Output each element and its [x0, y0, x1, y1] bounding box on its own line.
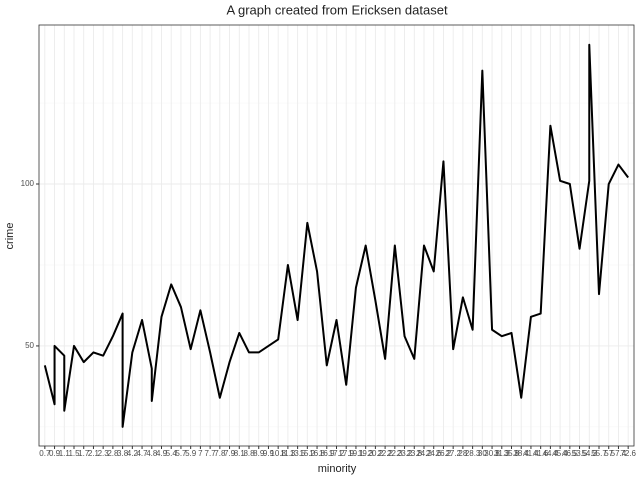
x-tick-label: 8.8 [243, 449, 255, 458]
x-tick-label: 4.2 [127, 449, 139, 458]
x-tick-label: 24.2 [416, 449, 432, 458]
x-tick-label: 1.7 [78, 449, 90, 458]
x-tick-label: 11.3 [280, 449, 296, 458]
x-tick-label: 8.1 [234, 449, 246, 458]
x-tick-label: 55.7 [591, 449, 607, 458]
x-tick-label: 35.8 [504, 449, 520, 458]
x-tick-label: 41.6 [533, 449, 549, 458]
x-tick-label: 41.4 [523, 449, 539, 458]
grid [39, 25, 634, 446]
x-tick-label: 23.2 [397, 449, 413, 458]
x-tick-label: 5.4 [166, 449, 178, 458]
x-tick-label: 3.8 [117, 449, 129, 458]
x-tick-label: 7.7 [205, 449, 217, 458]
plot-marks [43, 43, 629, 428]
x-tick-label: 46.5 [562, 449, 578, 458]
x-tick-label: 23.8 [406, 449, 422, 458]
x-tick-label: 22.3 [387, 449, 403, 458]
x-tick-label: 1.1 [59, 449, 71, 458]
x-tick-label: 7.8 [214, 449, 226, 458]
x-tick-label: 10.8 [270, 449, 286, 458]
x-tick-label: 19.1 [348, 449, 364, 458]
x-tick-label: 4.7 [136, 449, 148, 458]
x-tick-label: 13.5 [290, 449, 306, 458]
x-tick-label: 1.5 [68, 449, 80, 458]
x-axis-title: minority [318, 463, 357, 475]
x-tick-label: 15.2 [300, 449, 316, 458]
x-tick-label: 9.9 [263, 449, 275, 458]
x-tick-label: 26.2 [436, 449, 452, 458]
x-tick-label: 28.3 [465, 449, 481, 458]
x-tick-label: 45.4 [552, 449, 568, 458]
x-tick-label: 27.2 [445, 449, 461, 458]
x-tick-label: 5.7 [175, 449, 187, 458]
x-tick-label: 22.2 [377, 449, 393, 458]
x-tick-label: 17.2 [329, 449, 345, 458]
line [43, 43, 629, 428]
x-tick-label: 30 [478, 449, 487, 458]
x-tick-label: 16.8 [309, 449, 325, 458]
x-tick-label: 0.7 [39, 449, 51, 458]
x-tick-label: 20.2 [368, 449, 384, 458]
x-tick-label: 30.8 [484, 449, 500, 458]
x-tick-label: 2.1 [88, 449, 100, 458]
x-tick-label: 7.9 [224, 449, 236, 458]
x-tick-label: 31.3 [494, 449, 510, 458]
x-tick-label: 38.4 [513, 449, 529, 458]
x-tick-label: 4.9 [156, 449, 168, 458]
x-tick-label: 19.3 [358, 449, 374, 458]
x-tick-label: 0.9 [49, 449, 61, 458]
x-tick-label: 5.9 [185, 449, 197, 458]
chart-title: A graph created from Ericksen dataset [226, 2, 448, 17]
y-tick-label: 50 [25, 341, 34, 350]
x-tick-label: 4.8 [146, 449, 158, 458]
x-tick-label: 8.9 [253, 449, 265, 458]
x-tick-label: 72.6 [620, 449, 636, 458]
x-tick-label: 7 [198, 449, 203, 458]
x-tick-label: 44.4 [543, 449, 559, 458]
x-tick-label: 2.8 [107, 449, 119, 458]
x-tick-label: 57.4 [611, 449, 627, 458]
x-tick-label: 2.3 [98, 449, 110, 458]
x-tick-label: 54.3 [581, 449, 597, 458]
x-tick-label: 24.6 [426, 449, 442, 458]
x-tick-label: 28 [458, 449, 467, 458]
y-axis-title: crime [4, 223, 16, 250]
axes: 501000.70.91.11.51.72.12.32.83.84.24.74.… [21, 179, 637, 458]
y-tick-label: 100 [21, 179, 35, 188]
x-tick-label: 17.9 [338, 449, 354, 458]
x-tick-label: 53.5 [572, 449, 588, 458]
x-tick-label: 57 [604, 449, 613, 458]
x-tick-label: 16.9 [319, 449, 335, 458]
